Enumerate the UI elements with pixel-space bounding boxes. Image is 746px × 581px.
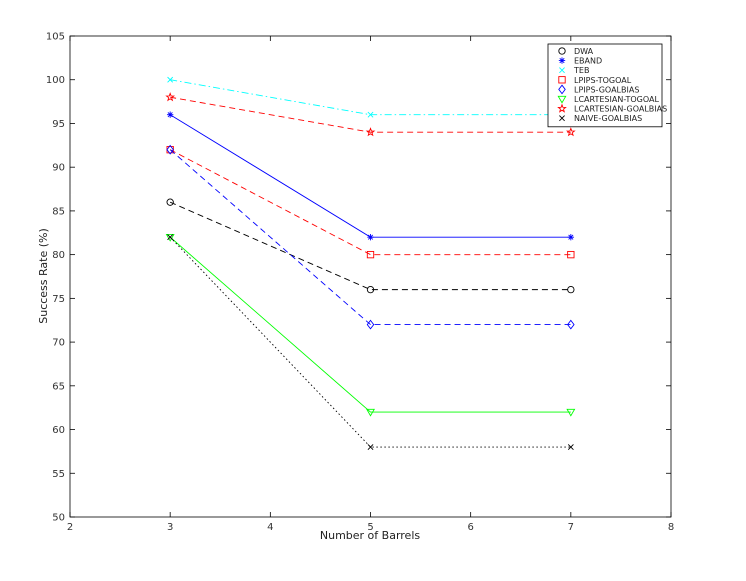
data-point: [366, 250, 375, 259]
y-tick-label: 75: [52, 294, 65, 305]
x-tick-label: 6: [467, 522, 473, 533]
legend-marker: [559, 115, 565, 122]
series-dwa: [166, 198, 575, 294]
y-tick-label: 95: [52, 119, 65, 130]
x-tick-label: 4: [267, 522, 273, 533]
data-point: [166, 111, 174, 118]
data-point: [565, 127, 576, 137]
y-tick-label: 60: [52, 425, 65, 436]
x-tick-label: 8: [668, 522, 674, 533]
data-point: [567, 285, 575, 294]
y-tick-label: 90: [52, 163, 65, 174]
data-point: [367, 233, 374, 241]
data-point: [165, 92, 176, 102]
series-line: [170, 96, 571, 133]
legend-marker: [558, 47, 566, 55]
legend-label: TEB: [573, 66, 589, 75]
y-axis-title: Success Rate (%): [37, 228, 50, 324]
data-point: [367, 111, 374, 118]
data-point: [365, 127, 376, 137]
data-point: [567, 444, 574, 450]
y-tick-label: 100: [46, 75, 65, 86]
data-point: [567, 250, 575, 259]
legend-item: LPIPS-TOGOAL: [558, 76, 632, 85]
series-line: [169, 236, 571, 448]
y-tick-label: 105: [46, 32, 65, 43]
legend-marker: [559, 67, 565, 74]
x-axis-title: Number of Barrels: [320, 529, 421, 542]
legend-label: LPIPS-GOALBIAS: [574, 85, 639, 94]
data-point: [166, 144, 174, 155]
legend-marker: [558, 84, 566, 95]
x-tick-label: 5: [367, 522, 373, 533]
series-lcartesian-togoal: [165, 233, 576, 417]
legend-item: LCARTESIAN-GOALBIAS: [557, 103, 667, 114]
legend-marker: [558, 57, 566, 64]
data-point: [566, 408, 576, 417]
legend-label: LCARTESIAN-GOALBIAS: [574, 105, 667, 114]
legend-item: NAIVE-GOALBIAS: [559, 114, 642, 123]
y-tick-label: 80: [52, 250, 65, 261]
legend-box: [547, 43, 663, 128]
series-layer: [165, 76, 576, 450]
x-tick-label: 7: [568, 522, 574, 533]
data-point: [366, 285, 375, 294]
data-point: [166, 198, 174, 206]
legend-item: TEB: [559, 66, 589, 75]
legend-label: NAIVE-GOALBIAS: [574, 114, 642, 123]
legend-item: LPIPS-GOALBIAS: [558, 84, 639, 95]
y-tick-label: 65: [52, 381, 65, 392]
legend-label: LCARTESIAN-TOGOAL: [574, 95, 659, 104]
legend: DWAEBANDTEBLPIPS-TOGOALLPIPS-GOALBIASLCA…: [547, 43, 667, 128]
series-eband: [166, 111, 575, 241]
legend-label: EBAND: [574, 57, 602, 66]
series-line: [169, 236, 571, 413]
x-tick-label: 2: [67, 522, 73, 533]
legend-marker: [558, 76, 566, 84]
data-point: [567, 319, 575, 330]
data-point: [366, 408, 375, 417]
legend-item: LCARTESIAN-TOGOAL: [557, 95, 659, 104]
series-lcartesian-goalbias: [165, 92, 576, 137]
data-point: [165, 233, 175, 242]
y-tick-label: 70: [52, 338, 65, 349]
legend-label: DWA: [574, 47, 594, 56]
series-lpips-goalbias: [166, 144, 575, 330]
legend-marker: [557, 95, 567, 104]
legend-marker: [557, 103, 567, 113]
series-line: [169, 201, 571, 291]
legend-item: EBAND: [558, 57, 602, 66]
series-naive-goalbias: [167, 234, 574, 450]
legend-label: LPIPS-TOGOAL: [574, 76, 632, 85]
y-tick-label: 55: [52, 469, 65, 480]
data-point: [167, 234, 174, 241]
legend-item: DWA: [558, 47, 594, 56]
y-tick-label: 50: [52, 513, 65, 524]
data-point: [367, 444, 374, 450]
series-line: [169, 149, 571, 326]
data-point: [567, 233, 575, 241]
data-point: [366, 319, 375, 330]
data-point: [167, 76, 174, 83]
series-line: [169, 149, 571, 256]
axis-ticks: 2 3 4 5 6 7 8 50 55 60 65 70 75 80 85 90 95 100 105: [46, 32, 674, 534]
x-tick-label: 3: [167, 522, 173, 533]
y-tick-label: 85: [52, 206, 65, 217]
